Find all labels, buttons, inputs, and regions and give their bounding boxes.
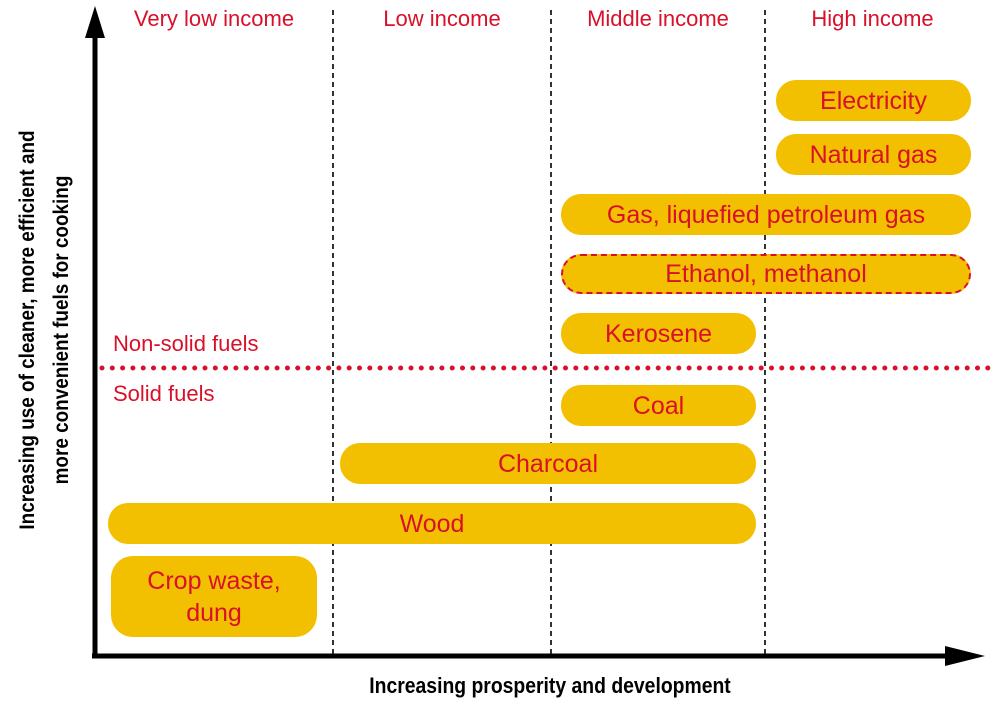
y-axis-label: Increasing use of cleaner, more efficien… xyxy=(11,30,79,630)
fuel-lpg: Gas, liquefied petroleum gas xyxy=(561,194,971,235)
fuel-coal: Coal xyxy=(561,385,756,426)
fuel-kerosene: Kerosene xyxy=(561,313,756,354)
non-solid-fuels-label: Non-solid fuels xyxy=(113,331,259,356)
y-axis-label-line-1: Increasing use of cleaner, more efficien… xyxy=(16,130,39,530)
x-axis-arrow-icon xyxy=(945,646,985,666)
fuel-ethanol: Ethanol, methanol xyxy=(561,254,971,294)
crop-line-1: Crop waste, xyxy=(147,566,281,595)
x-axis-label: Increasing prosperity and development xyxy=(369,673,731,698)
header-very-low-income: Very low income xyxy=(133,6,295,31)
solid-fuels-label: Solid fuels xyxy=(113,381,215,406)
fuel-electricity: Electricity xyxy=(776,80,971,121)
fuel-natural-gas: Natural gas xyxy=(776,134,971,175)
y-axis-arrow-icon xyxy=(85,6,105,38)
crop-line-2: dung xyxy=(186,598,242,627)
fuel-charcoal: Charcoal xyxy=(340,443,756,484)
header-middle-income: Middle income xyxy=(587,6,729,31)
fuel-crop-waste-dung: Crop waste, dung xyxy=(111,556,317,637)
y-axis-label-line-2: more convenient fuels for cooking xyxy=(50,175,73,485)
header-low-income: Low income xyxy=(383,6,501,31)
header-high-income: High income xyxy=(811,6,934,31)
fuel-wood: Wood xyxy=(108,503,756,544)
